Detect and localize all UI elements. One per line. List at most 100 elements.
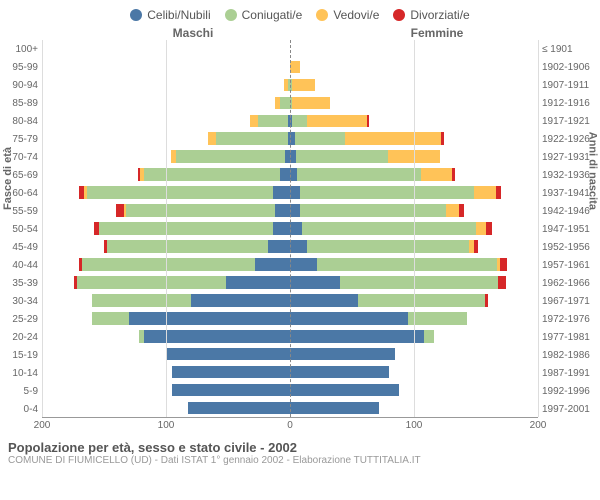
age-label: 50-54 <box>0 220 42 238</box>
bar-segment <box>129 312 290 325</box>
bar-segment <box>126 204 275 217</box>
birth-label: 1912-1916 <box>538 94 600 112</box>
header-femmine: Femmine <box>302 26 562 40</box>
birth-label: 1992-1996 <box>538 382 600 400</box>
bar-segment <box>474 240 479 253</box>
y-axis-title-left: Fasce di età <box>2 147 14 210</box>
bar-segment <box>300 186 474 199</box>
birth-label: 1957-1961 <box>538 256 600 274</box>
birth-label: 1907-1911 <box>538 76 600 94</box>
bar-segment <box>275 204 290 217</box>
bar-segment <box>367 115 369 128</box>
age-label: 90-94 <box>0 76 42 94</box>
bar-segment <box>290 384 399 397</box>
bar-segment <box>295 132 345 145</box>
x-tick: 200 <box>34 420 51 431</box>
bar-segment <box>290 240 307 253</box>
legend-item: Vedovi/e <box>316 8 379 22</box>
birth-label: 1902-1906 <box>538 58 600 76</box>
legend-label: Vedovi/e <box>333 8 379 22</box>
age-label: 75-79 <box>0 130 42 148</box>
bar-segment <box>208 132 215 145</box>
legend-item: Celibi/Nubili <box>130 8 210 22</box>
bar-segment <box>176 150 285 163</box>
bar-segment <box>459 204 464 217</box>
bar-segment <box>99 222 273 235</box>
bar-segment <box>476 222 486 235</box>
age-label: 45-49 <box>0 238 42 256</box>
bar-segment <box>166 348 290 361</box>
bar-segment <box>496 186 501 199</box>
age-label: 5-9 <box>0 382 42 400</box>
bar-segment <box>107 240 268 253</box>
bar-segment <box>485 294 489 307</box>
bar-segment <box>258 115 288 128</box>
y-axis-right: ≤ 19011902-19061907-19111912-19161917-19… <box>538 40 600 418</box>
x-tick: 200 <box>530 420 547 431</box>
bar-segment <box>290 294 358 307</box>
bar-segment <box>82 258 256 271</box>
bar-segment <box>290 61 300 74</box>
bar-segment <box>292 79 314 92</box>
bar-segment <box>486 222 492 235</box>
age-label: 80-84 <box>0 112 42 130</box>
bar-segment <box>92 312 129 325</box>
bar-segment <box>408 312 468 325</box>
age-label: 10-14 <box>0 364 42 382</box>
bar-segment <box>268 240 290 253</box>
age-label: 30-34 <box>0 292 42 310</box>
bar-segment <box>340 276 499 289</box>
bar-segment <box>250 115 257 128</box>
bar-segment <box>302 222 476 235</box>
bar-segment <box>280 168 290 181</box>
bar-segment <box>144 168 280 181</box>
bar-segment <box>296 150 388 163</box>
bar-segment <box>500 258 507 271</box>
bar-segment <box>452 168 454 181</box>
bar-segment <box>172 366 290 379</box>
x-axis: 2001000100200 <box>42 418 538 436</box>
birth-label: 1952-1956 <box>538 238 600 256</box>
legend-item: Divorziati/e <box>393 8 469 22</box>
bar-segment <box>172 384 290 397</box>
bar-segment <box>290 276 340 289</box>
bar-segment <box>498 276 505 289</box>
bar-segment <box>290 348 395 361</box>
bar-segment <box>116 204 123 217</box>
bar-segment <box>292 97 329 110</box>
birth-label: 1987-1991 <box>538 364 600 382</box>
legend-label: Coniugati/e <box>242 8 303 22</box>
birth-label: 1962-1966 <box>538 274 600 292</box>
birth-label: 1977-1981 <box>538 328 600 346</box>
legend-item: Coniugati/e <box>225 8 303 22</box>
bar-segment <box>300 204 446 217</box>
bar-segment <box>87 186 273 199</box>
birth-label: 1967-1971 <box>538 292 600 310</box>
bar-segment <box>188 402 290 415</box>
bar-segment <box>358 294 484 307</box>
birth-label: 1917-1921 <box>538 112 600 130</box>
bar-segment <box>280 97 290 110</box>
age-label: 100+ <box>0 40 42 58</box>
age-label: 85-89 <box>0 94 42 112</box>
birth-label: 1972-1976 <box>538 310 600 328</box>
age-label: 15-19 <box>0 346 42 364</box>
age-label: 25-29 <box>0 310 42 328</box>
bar-segment <box>317 258 497 271</box>
age-label: 35-39 <box>0 274 42 292</box>
bar-segment <box>474 186 496 199</box>
x-tick: 0 <box>287 420 293 431</box>
bar-segment <box>216 132 288 145</box>
age-label: 95-99 <box>0 58 42 76</box>
birth-label: 1947-1951 <box>538 220 600 238</box>
chart-subtitle: COMUNE DI FIUMICELLO (UD) - Dati ISTAT 1… <box>8 455 592 466</box>
y-axis-left: 100+95-9990-9485-8980-8475-7970-7465-696… <box>0 40 42 418</box>
bar-segment <box>290 258 317 271</box>
bar-segment <box>273 222 290 235</box>
age-label: 40-44 <box>0 256 42 274</box>
bar-segment <box>92 294 191 307</box>
bar-segment <box>191 294 290 307</box>
bar-segment <box>441 132 443 145</box>
birth-label: 1982-1986 <box>538 346 600 364</box>
bar-segment <box>273 186 290 199</box>
